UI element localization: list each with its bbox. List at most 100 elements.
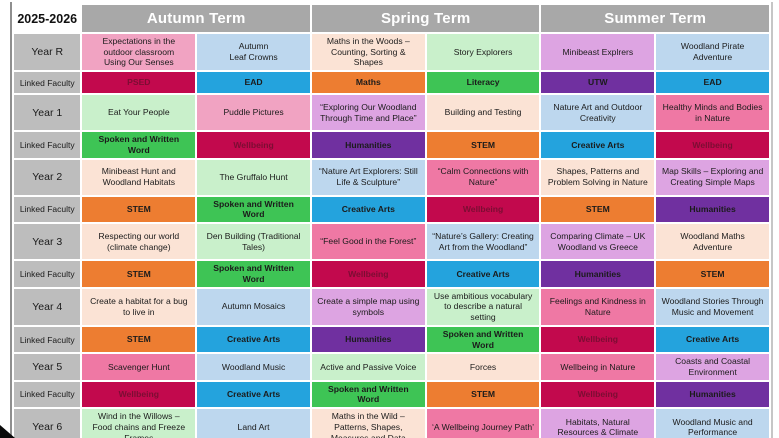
- topic-cell: Eat Your People: [82, 95, 196, 131]
- faculty-cell: Spoken and Written Word: [426, 326, 540, 353]
- topic-cell: Den Building (Traditional Tales): [197, 224, 310, 260]
- topic-cell: Woodland Music and Performance: [656, 409, 769, 438]
- topic-cell: Use ambitious vocabulary to describe a n…: [426, 288, 540, 325]
- topic-cell: Healthy Minds and Bodies in Nature: [656, 95, 769, 131]
- faculty-cell: Spoken and Written Word: [197, 261, 310, 287]
- faculty-cell: STEM: [656, 261, 769, 287]
- topic-cell: Land Art: [197, 409, 310, 438]
- term-header-summer: Summer Term: [541, 5, 769, 32]
- topic-cell: Maths in the Wild – Patterns, Shapes, Me…: [311, 409, 425, 438]
- topic-cell: Building and Testing: [426, 95, 540, 131]
- topic-cell: Create a simple map using symbols: [311, 288, 425, 325]
- faculty-cell: Creative Arts: [311, 196, 425, 223]
- year-row: Year 6 Wind in the Willows – Food chains …: [14, 409, 769, 438]
- faculty-cell: EAD: [197, 72, 310, 94]
- faculty-cell: STEM: [426, 132, 540, 158]
- faculty-cell: Wellbeing: [311, 261, 425, 287]
- topic-cell: Wind in the Willows – Food chains and Fr…: [82, 409, 196, 438]
- faculty-cell: STEM: [82, 196, 196, 223]
- topic-cell: Wellbeing in Nature: [541, 354, 655, 380]
- faculty-cell: STEM: [541, 196, 655, 223]
- topic-cell: Minibeast Explrers: [541, 34, 655, 71]
- row-label: Linked Faculty: [14, 261, 81, 287]
- year-row: Year 1 Eat Your People Puddle Pictures “Exp…: [14, 95, 769, 131]
- faculty-cell: Humanities: [311, 132, 425, 158]
- faculty-row: Linked Faculty STEM Creative Arts Humanitie…: [14, 326, 769, 353]
- faculty-cell: Humanities: [311, 326, 425, 353]
- term-header-autumn: Autumn Term: [82, 5, 310, 32]
- topic-cell: Woodland Music: [197, 354, 310, 380]
- curriculum-table: 2025-2026 Autumn Term Spring Term Summer…: [12, 3, 771, 438]
- row-label: Year 2: [14, 159, 81, 195]
- faculty-cell: Spoken and Written Word: [82, 132, 196, 158]
- topic-cell: Woodland Maths Adventure: [656, 224, 769, 260]
- faculty-cell: STEM: [82, 261, 196, 287]
- term-header-spring: Spring Term: [311, 5, 540, 32]
- topic-cell: Map Skills – Exploring and Creating Simp…: [656, 159, 769, 195]
- topic-cell: Feelings and Kindness in Nature: [541, 288, 655, 325]
- curriculum-sheet: 2025-2026 Autumn Term Spring Term Summer…: [10, 2, 773, 438]
- row-label: Linked Faculty: [14, 326, 81, 353]
- faculty-row: Linked Faculty Wellbeing Creative Arts Spok…: [14, 381, 769, 408]
- faculty-cell: UTW: [541, 72, 655, 94]
- faculty-cell: EAD: [656, 72, 769, 94]
- year-row: Year R Expectations in the outdoor classr…: [14, 34, 769, 71]
- topic-cell: Coasts and Coastal Environment: [656, 354, 769, 380]
- row-label: Linked Faculty: [14, 72, 81, 94]
- school-year-label: 2025-2026: [14, 5, 81, 32]
- row-label: Linked Faculty: [14, 132, 81, 158]
- faculty-cell: Wellbeing: [426, 196, 540, 223]
- row-label: Year 1: [14, 95, 81, 131]
- topic-cell: Woodland Stories Through Music and Movem…: [656, 288, 769, 325]
- page-corner-mark: [0, 425, 15, 438]
- row-label: Year 5: [14, 354, 81, 380]
- faculty-cell: Wellbeing: [197, 132, 310, 158]
- faculty-row: Linked Faculty STEM Spoken and Written Wor…: [14, 196, 769, 223]
- faculty-cell: Maths: [311, 72, 425, 94]
- faculty-cell: Humanities: [656, 196, 769, 223]
- row-label: Linked Faculty: [14, 196, 81, 223]
- faculty-cell: Creative Arts: [541, 132, 655, 158]
- topic-cell: Forces: [426, 354, 540, 380]
- faculty-cell: PSED: [82, 72, 196, 94]
- topic-cell: “Nature’s Gallery: Creating Art from the…: [426, 224, 540, 260]
- row-label: Year 6: [14, 409, 81, 438]
- topic-cell: “Feel Good in the Forest”: [311, 224, 425, 260]
- topic-cell: Story Explorers: [426, 34, 540, 71]
- topic-cell: Shapes, Patterns and Problem Solving in …: [541, 159, 655, 195]
- row-label: Year R: [14, 34, 81, 71]
- faculty-cell: Creative Arts: [656, 326, 769, 353]
- topic-cell: Maths in the Woods – Counting, Sorting &…: [311, 34, 425, 71]
- header-row: 2025-2026 Autumn Term Spring Term Summer…: [14, 5, 769, 32]
- faculty-cell: Spoken and Written Word: [197, 196, 310, 223]
- row-label: Linked Faculty: [14, 381, 81, 408]
- topic-cell: Comparing Climate – UK Woodland vs Greec…: [541, 224, 655, 260]
- faculty-cell: Spoken and Written Word: [311, 381, 425, 408]
- topic-cell: Active and Passive Voice: [311, 354, 425, 380]
- row-label: Year 3: [14, 224, 81, 260]
- topic-cell: Woodland Pirate Adventure: [656, 34, 769, 71]
- topic-cell: Nature Art and Outdoor Creativity: [541, 95, 655, 131]
- year-row: Year 4 Create a habitat for a bug to live…: [14, 288, 769, 325]
- faculty-row: Linked Faculty STEM Spoken and Written Wor…: [14, 261, 769, 287]
- row-label: Year 4: [14, 288, 81, 325]
- faculty-cell: Creative Arts: [426, 261, 540, 287]
- faculty-cell: Humanities: [541, 261, 655, 287]
- topic-cell: “Calm Connections with Nature”: [426, 159, 540, 195]
- topic-cell: Create a habitat for a bug to live in: [82, 288, 196, 325]
- topic-cell: Puddle Pictures: [197, 95, 310, 131]
- topic-cell: “Exploring Our Woodland Through Time and…: [311, 95, 425, 131]
- topic-cell: Autumn Mosaics: [197, 288, 310, 325]
- year-row: Year 3 Respecting our world (climate chan…: [14, 224, 769, 260]
- faculty-row: Linked Faculty Spoken and Written Word Wel…: [14, 132, 769, 158]
- faculty-cell: Wellbeing: [541, 326, 655, 353]
- topic-cell: Scavenger Hunt: [82, 354, 196, 380]
- topic-cell: Minibeast Hunt and Woodland Habitats: [82, 159, 196, 195]
- faculty-cell: Wellbeing: [82, 381, 196, 408]
- topic-cell: Habitats, Natural Resources & Climate: [541, 409, 655, 438]
- topic-cell: ‘A Wellbeing Journey Path’: [426, 409, 540, 438]
- faculty-cell: Wellbeing: [656, 132, 769, 158]
- faculty-cell: Literacy: [426, 72, 540, 94]
- faculty-cell: Wellbeing: [541, 381, 655, 408]
- faculty-cell: Humanities: [656, 381, 769, 408]
